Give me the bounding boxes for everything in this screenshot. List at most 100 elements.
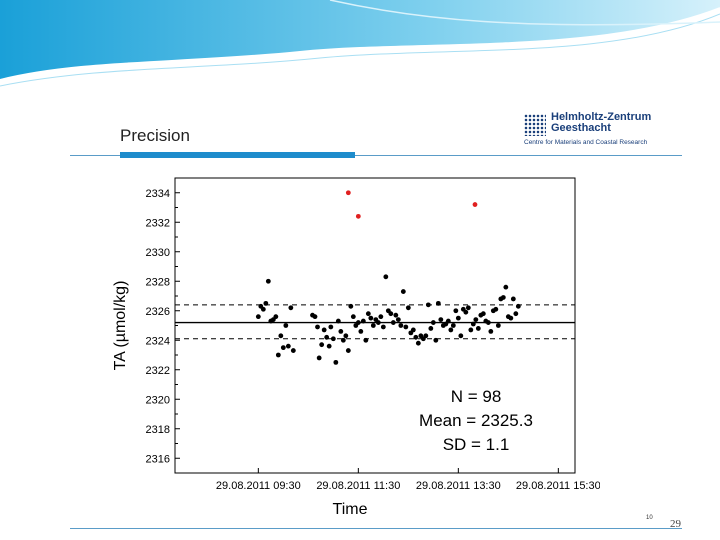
data-point <box>288 305 294 311</box>
y-tick-label: 2326 <box>146 306 170 318</box>
data-point <box>333 359 339 365</box>
outlier-point <box>345 190 351 196</box>
data-point <box>480 311 486 317</box>
data-point <box>453 308 459 314</box>
data-point <box>415 340 421 346</box>
data-point <box>470 321 476 327</box>
data-point <box>365 311 371 317</box>
title-rule <box>70 155 682 156</box>
data-point <box>435 300 441 306</box>
data-point <box>450 323 456 328</box>
y-tick-label: 2332 <box>146 217 170 229</box>
data-point <box>393 312 399 318</box>
data-point <box>388 311 394 317</box>
data-point <box>503 284 509 290</box>
data-point <box>465 305 471 311</box>
y-tick-label: 2324 <box>146 335 170 347</box>
data-point <box>445 318 451 324</box>
data-point <box>395 317 401 322</box>
data-point <box>312 314 318 320</box>
stats-annotation: SD = 1.1 <box>443 435 510 454</box>
data-point <box>319 342 325 348</box>
data-point <box>485 320 491 325</box>
data-point <box>500 295 506 300</box>
data-point <box>275 352 281 358</box>
x-tick-label: 29.08.2011 13:30 <box>416 480 501 492</box>
data-point <box>378 314 384 320</box>
data-point <box>368 315 374 321</box>
ta-precision-chart: 2316 2318 2320 2322 2324 2326 2328 2330 2332 2334… <box>112 177 600 518</box>
header-wave <box>0 0 720 87</box>
logo-dots-icon <box>524 114 546 136</box>
data-point <box>263 300 269 306</box>
data-point <box>283 323 289 328</box>
data-point <box>413 334 419 340</box>
y-tick-label: 2330 <box>146 247 170 259</box>
data-point <box>265 278 271 284</box>
data-point <box>273 314 279 320</box>
data-point <box>473 317 479 322</box>
bottom-rule <box>70 528 682 529</box>
page-label-small: 10 <box>646 515 653 521</box>
data-point <box>326 343 332 349</box>
data-point <box>513 311 519 317</box>
data-point <box>370 323 376 328</box>
y-tick-label: 2318 <box>146 424 170 436</box>
data-point <box>338 329 344 334</box>
data-point <box>278 333 284 339</box>
data-point <box>493 306 499 312</box>
data-point <box>360 318 366 324</box>
data-point <box>280 345 286 351</box>
data-point <box>335 318 341 324</box>
data-point <box>463 309 469 315</box>
data-point <box>430 320 436 325</box>
x-tick-label: 29.08.2011 15:30 <box>516 480 600 492</box>
logo-name: Helmholtz-Zentrum Geesthacht <box>551 111 652 134</box>
y-tick-label: 2316 <box>146 453 170 465</box>
title-accent-bar <box>120 152 355 158</box>
data-point <box>458 333 464 339</box>
data-point <box>316 355 322 361</box>
institution-logo: Helmholtz-Zentrum Geesthacht Centre for … <box>524 112 684 150</box>
y-tick-label: 2320 <box>146 394 170 406</box>
data-point <box>321 327 327 333</box>
y-tick-label: 2322 <box>146 365 170 377</box>
data-point <box>423 333 429 339</box>
x-tick-label: 29.08.2011 09:30 <box>216 480 301 492</box>
x-tick-label: 29.08.2011 11:30 <box>316 480 400 492</box>
outlier-point <box>355 213 361 219</box>
data-point <box>475 326 481 331</box>
data-point <box>495 323 501 328</box>
data-point <box>375 320 381 325</box>
data-point <box>315 324 320 330</box>
data-point <box>380 324 386 330</box>
data-point <box>488 329 494 334</box>
logo-subtitle: Centre for Materials and Coastal Researc… <box>524 139 648 146</box>
data-point <box>383 274 389 280</box>
data-point <box>398 323 404 328</box>
data-point <box>508 315 514 321</box>
data-point <box>363 337 369 343</box>
stats-annotation: N = 98 <box>451 387 502 406</box>
data-point <box>468 327 474 333</box>
data-point <box>433 337 439 343</box>
y-tick-label: 2328 <box>146 276 170 288</box>
outlier-point <box>472 202 478 207</box>
data-point <box>428 326 434 331</box>
data-point <box>403 324 409 330</box>
y-axis-label: TA (µmol/kg) <box>112 281 129 371</box>
data-point <box>425 302 431 308</box>
data-point <box>260 306 266 312</box>
data-point <box>345 348 351 353</box>
data-point <box>438 317 444 322</box>
data-point <box>285 343 291 349</box>
data-point <box>255 314 261 320</box>
slide-title: Precision <box>120 126 190 145</box>
data-point <box>348 303 354 309</box>
data-point <box>390 320 396 325</box>
x-axis-label: Time <box>333 501 368 518</box>
data-point <box>515 303 521 309</box>
data-point <box>343 333 349 339</box>
data-point <box>400 289 406 294</box>
data-point <box>350 314 356 320</box>
